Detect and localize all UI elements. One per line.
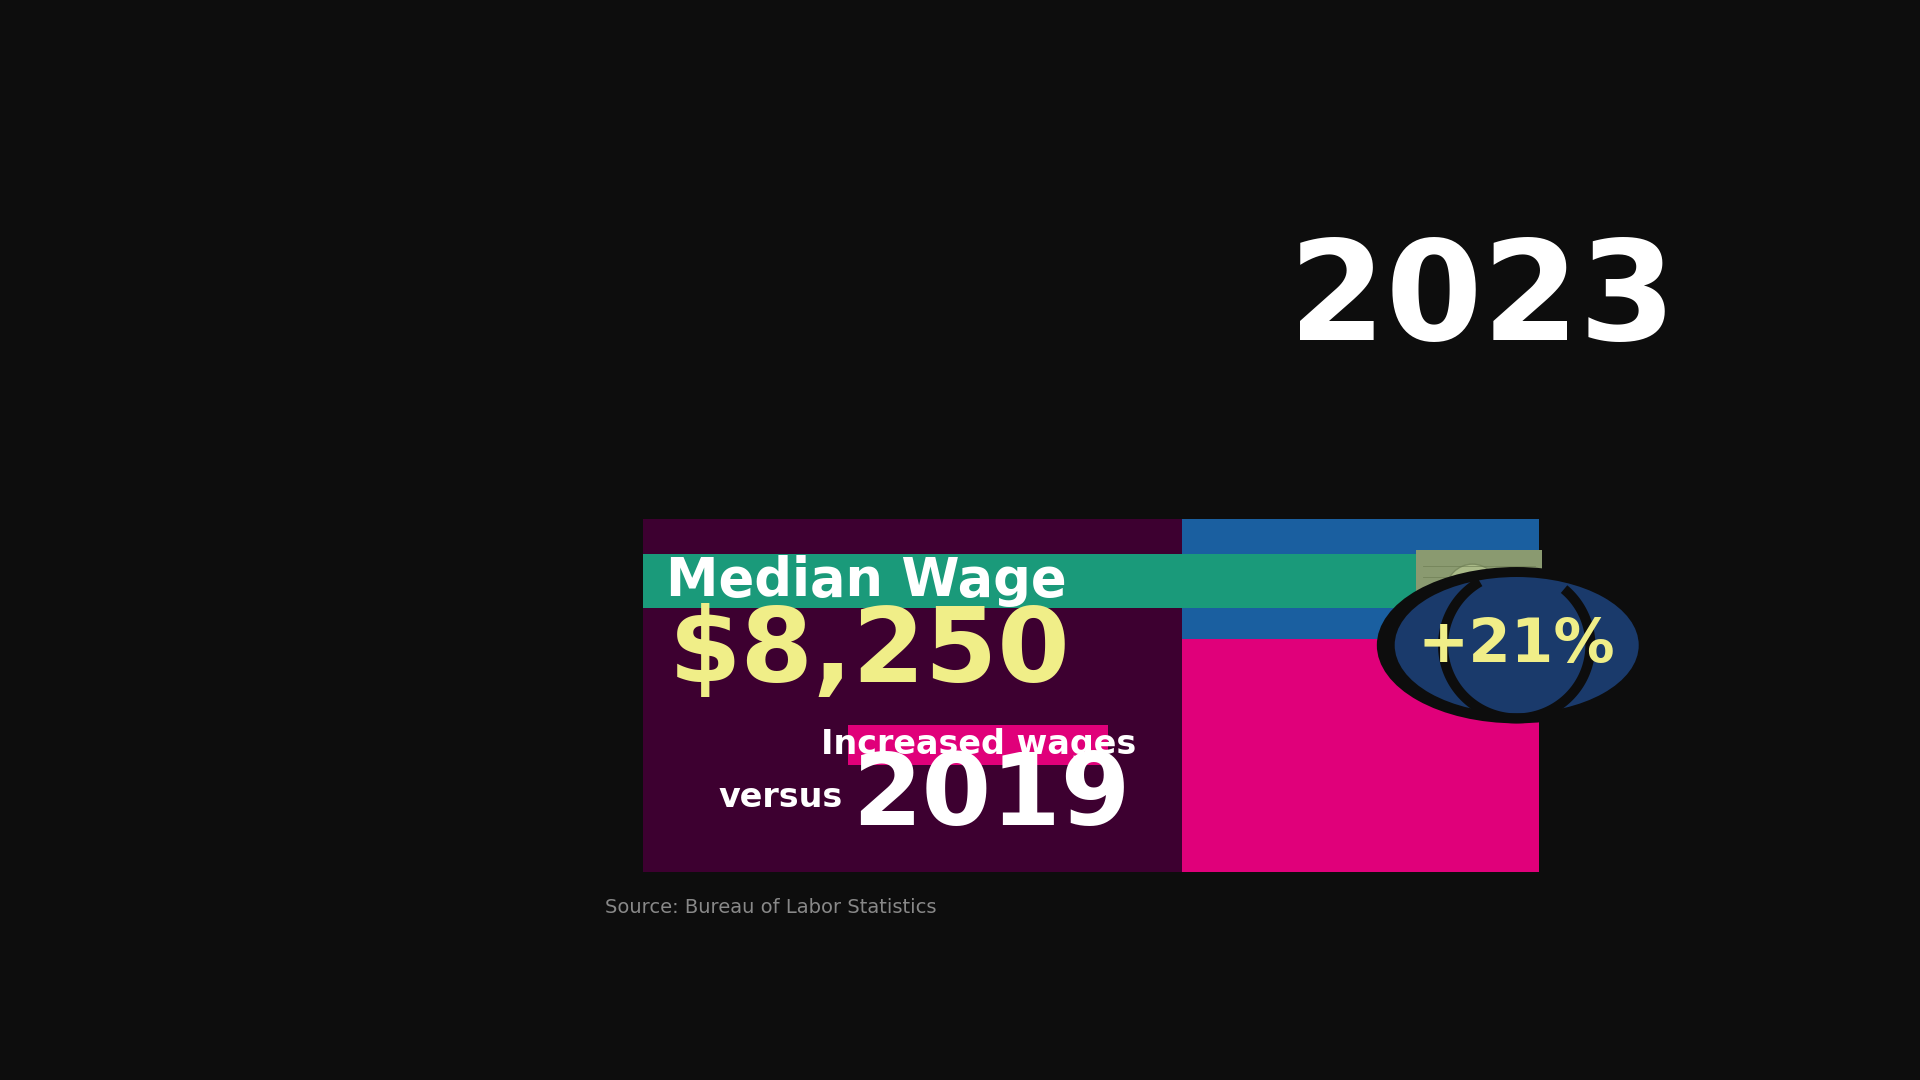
Text: Median Wage: Median Wage (666, 555, 1066, 607)
FancyBboxPatch shape (643, 554, 1540, 608)
Text: Source: Bureau of Labor Statistics: Source: Bureau of Labor Statistics (605, 897, 937, 917)
FancyBboxPatch shape (849, 725, 1108, 765)
FancyBboxPatch shape (1183, 639, 1540, 873)
Text: +21%: +21% (1417, 616, 1615, 675)
FancyBboxPatch shape (643, 518, 1183, 873)
Polygon shape (1438, 578, 1596, 724)
Text: Increased wages: Increased wages (820, 729, 1137, 761)
Text: 2019: 2019 (852, 750, 1131, 847)
Circle shape (1394, 577, 1640, 714)
FancyBboxPatch shape (1415, 550, 1542, 633)
Circle shape (1377, 567, 1657, 724)
FancyBboxPatch shape (1183, 518, 1540, 639)
Text: $8,250: $8,250 (668, 603, 1069, 703)
Ellipse shape (1446, 564, 1500, 618)
Text: 2023: 2023 (1288, 233, 1676, 368)
Text: versus: versus (718, 782, 843, 814)
